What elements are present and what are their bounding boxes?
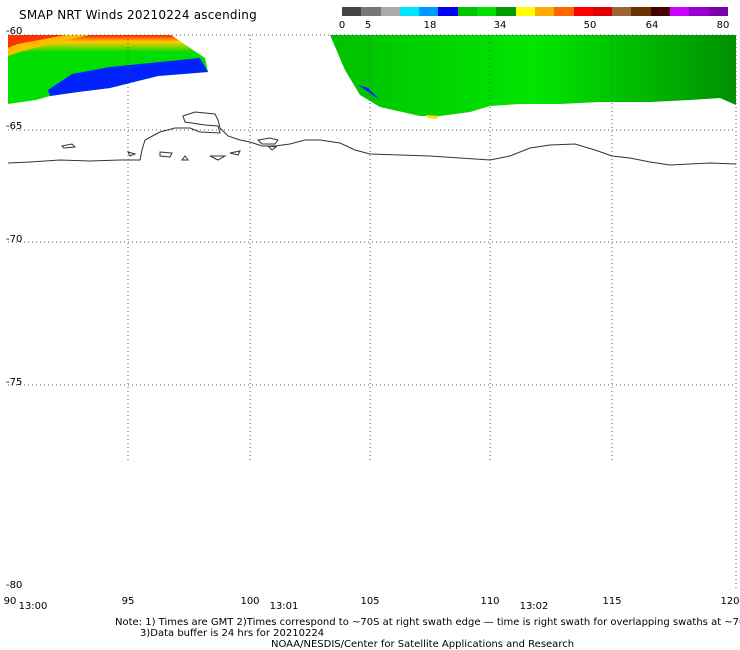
note-line-1: Note: 1) Times are GMT 2)Times correspon… [115, 617, 740, 628]
colorbar-label: 0 [338, 20, 346, 31]
map-title: SMAP NRT Winds 20210224 ascending [19, 8, 257, 22]
colorbar-segment [650, 7, 671, 16]
lat-label: -60 [6, 26, 23, 37]
grid [8, 34, 737, 590]
coastline [7, 111, 737, 166]
colorbar-segment [419, 7, 439, 16]
colorbar-segment [708, 7, 728, 16]
colorbar-segment [573, 7, 593, 16]
colorbar-segment [496, 7, 516, 16]
lon-label: 90 [3, 596, 17, 607]
lat-label: -65 [6, 121, 23, 132]
colorbar-segment [361, 7, 381, 16]
colorbar-segment [554, 7, 574, 16]
colorbar-label: 5 [364, 20, 372, 31]
colorbar-label: 50 [583, 20, 597, 31]
colorbar [342, 7, 728, 16]
time-label: 13:01 [269, 601, 299, 612]
lon-label: 120 [720, 596, 740, 607]
colorbar-segment [631, 7, 651, 16]
time-label: 13:00 [18, 601, 48, 612]
colorbar-label: 80 [716, 20, 730, 31]
colorbar-segment [515, 7, 535, 16]
colorbar-segment [689, 7, 709, 16]
colorbar-label: 18 [423, 20, 437, 31]
left-swath [8, 35, 208, 104]
colorbar-segment [534, 7, 555, 16]
note-line-3: NOAA/NESDIS/Center for Satellite Applica… [271, 639, 575, 650]
lat-label: -75 [6, 377, 23, 388]
time-label: 13:02 [519, 601, 549, 612]
colorbar-segment [399, 7, 420, 16]
colorbar-segment [670, 7, 690, 16]
lat-label: -70 [6, 234, 23, 245]
colorbar-segment [612, 7, 632, 16]
lon-label: 105 [360, 596, 380, 607]
note-line-2: 3)Data buffer is 24 hrs for 20210224 [140, 628, 325, 639]
colorbar-label: 64 [645, 20, 659, 31]
colorbar-segment [477, 7, 497, 16]
lon-label: 115 [602, 596, 622, 607]
colorbar-segment [342, 7, 362, 16]
colorbar-segment [457, 7, 478, 16]
colorbar-segment [438, 7, 458, 16]
lat-label: -80 [6, 580, 23, 591]
colorbar-label: 34 [493, 20, 507, 31]
lon-label: 100 [240, 596, 260, 607]
lon-label: 95 [121, 596, 135, 607]
lon-label: 110 [480, 596, 500, 607]
colorbar-segment [380, 7, 400, 16]
right-swath [330, 35, 736, 119]
colorbar-segment [592, 7, 613, 16]
